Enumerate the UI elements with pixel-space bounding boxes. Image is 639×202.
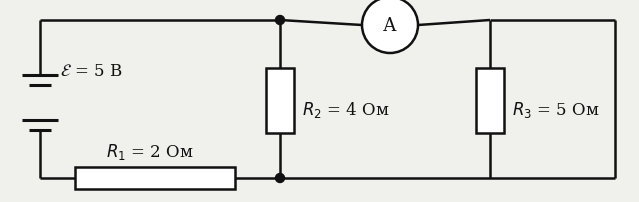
Bar: [75, 167, 235, 189]
Circle shape: [362, 0, 418, 53]
Text: А: А: [383, 17, 397, 35]
Text: $\mathcal{E}$ = 5 В: $\mathcal{E}$ = 5 В: [60, 63, 123, 80]
Circle shape: [275, 16, 284, 24]
Circle shape: [275, 174, 284, 182]
Text: $R_1$ = 2 Ом: $R_1$ = 2 Ом: [106, 142, 194, 162]
Bar: [266, 67, 294, 133]
Text: $R_2$ = 4 Ом: $R_2$ = 4 Ом: [302, 100, 390, 120]
Text: $R_3$ = 5 Ом: $R_3$ = 5 Ом: [512, 100, 600, 120]
Bar: [476, 67, 504, 133]
